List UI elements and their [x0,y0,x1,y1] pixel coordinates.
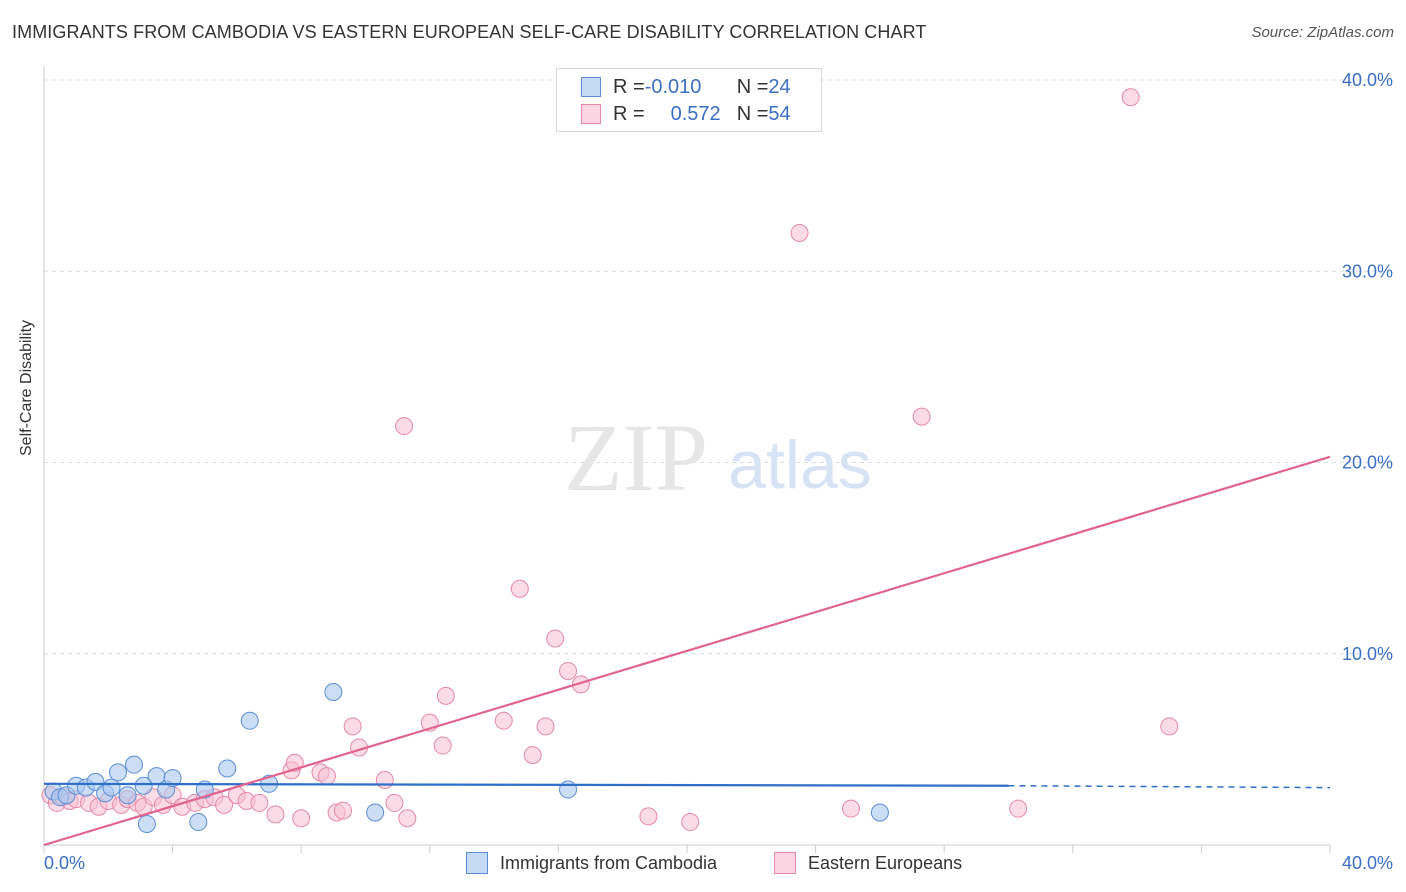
y-tick-label: 30.0% [1342,261,1393,281]
eastern-europeans-point [395,417,414,436]
bottom-legend-eastern: Eastern Europeans [774,852,962,874]
watermark-atlas: atlas [728,427,872,503]
legend-row-cambodia: R = -0.010 N = 24 [581,75,791,99]
cambodia-point [195,780,214,799]
y-tick-label: 40.0% [1342,70,1393,90]
legend-swatch-blue [581,77,601,97]
cambodia-point [125,755,144,774]
cambodia-trend-line [43,782,1009,787]
eastern-europeans-point [681,813,700,832]
eastern-europeans-point [559,661,578,680]
eastern-europeans-point [343,717,362,736]
cambodia-point [134,776,153,795]
legend-r-label: R = [613,102,645,125]
eastern-europeans-point [536,717,555,736]
cambodia-point [366,803,385,822]
tick-labels: 10.0% 20.0% 30.0% 40.0% 0.0% 40.0% [44,70,1393,873]
eastern-europeans-point [1009,799,1028,818]
eastern-europeans-point [398,809,417,828]
legend-r-value: 0.572 [670,102,721,125]
cambodia-point [137,814,156,833]
eastern-europeans-point [292,809,311,828]
cambodia-trend-line-extension [1008,784,1331,789]
watermark: ZIP atlas [564,404,872,511]
grid-lines [44,79,1392,655]
watermark-zip: ZIP [564,404,708,511]
eastern-europeans-point [912,407,931,426]
y-axis-label: Self-Care Disability [18,319,35,456]
eastern-europeans-point [266,805,285,824]
eastern-europeans-point [333,801,352,820]
eastern-europeans-point [510,579,529,598]
cambodia-point [163,769,182,788]
eastern-europeans-point [385,793,404,812]
bottom-legend-label: Eastern Europeans [808,852,963,873]
cambodia-point [118,786,137,805]
legend-r-value: -0.010 [644,75,702,98]
bottom-legend-swatch-pink [774,852,796,874]
eastern-europeans-point [375,770,394,789]
cambodia-point [870,803,889,822]
eastern-europeans-point [436,686,455,705]
eastern-europeans-point [317,767,336,786]
cambodia-point [108,763,127,782]
cambodia-point [218,759,237,778]
eastern-europeans-point [523,746,542,765]
eastern-europeans-point [1121,88,1140,107]
eastern-europeans-points [41,88,1179,832]
x-tick-label: 40.0% [1342,853,1393,873]
legend-row-eastern: R = 0.572 N = 54 [581,102,791,126]
legend-n-value: 24 [768,75,791,98]
cambodia-point [189,813,208,832]
cambodia-point [102,778,121,797]
eastern-europeans-trend-line [43,455,1331,847]
bottom-legend-swatch-blue [466,852,488,874]
cambodia-point [86,772,105,791]
correlation-legend: R = -0.010 N = 24 R = 0.572 N = 54 [556,68,822,132]
axes [43,66,1331,853]
eastern-europeans-point [546,629,565,648]
eastern-europeans-point [494,711,513,730]
bottom-legend-cambodia: Immigrants from Cambodia [466,852,717,874]
legend-swatch-pink [581,104,601,124]
eastern-europeans-point [790,224,809,242]
x-tick-label: 0.0% [44,853,85,873]
bottom-legend-label: Immigrants from Cambodia [500,852,718,873]
legend-r-label: R = [613,75,645,98]
eastern-europeans-point [639,807,658,826]
chart-title: IMMIGRANTS FROM CAMBODIA VS EASTERN EURO… [12,22,927,42]
legend-n-value: 54 [768,102,791,125]
cambodia-point [240,711,259,730]
chart-source: Source: ZipAtlas.com [1251,24,1394,41]
y-tick-label: 20.0% [1342,453,1393,473]
cambodia-points [44,683,889,833]
eastern-europeans-point [250,793,269,812]
legend-n-label: N = [736,75,769,98]
eastern-europeans-point [433,736,452,755]
eastern-europeans-point [1160,717,1179,736]
eastern-europeans-point [841,799,860,818]
legend-n-label: N = [736,102,769,125]
cambodia-point [559,780,578,799]
trend-lines [43,455,1331,847]
eastern-europeans-point [215,795,234,814]
y-tick-label: 10.0% [1342,644,1393,664]
cambodia-point [324,683,343,701]
